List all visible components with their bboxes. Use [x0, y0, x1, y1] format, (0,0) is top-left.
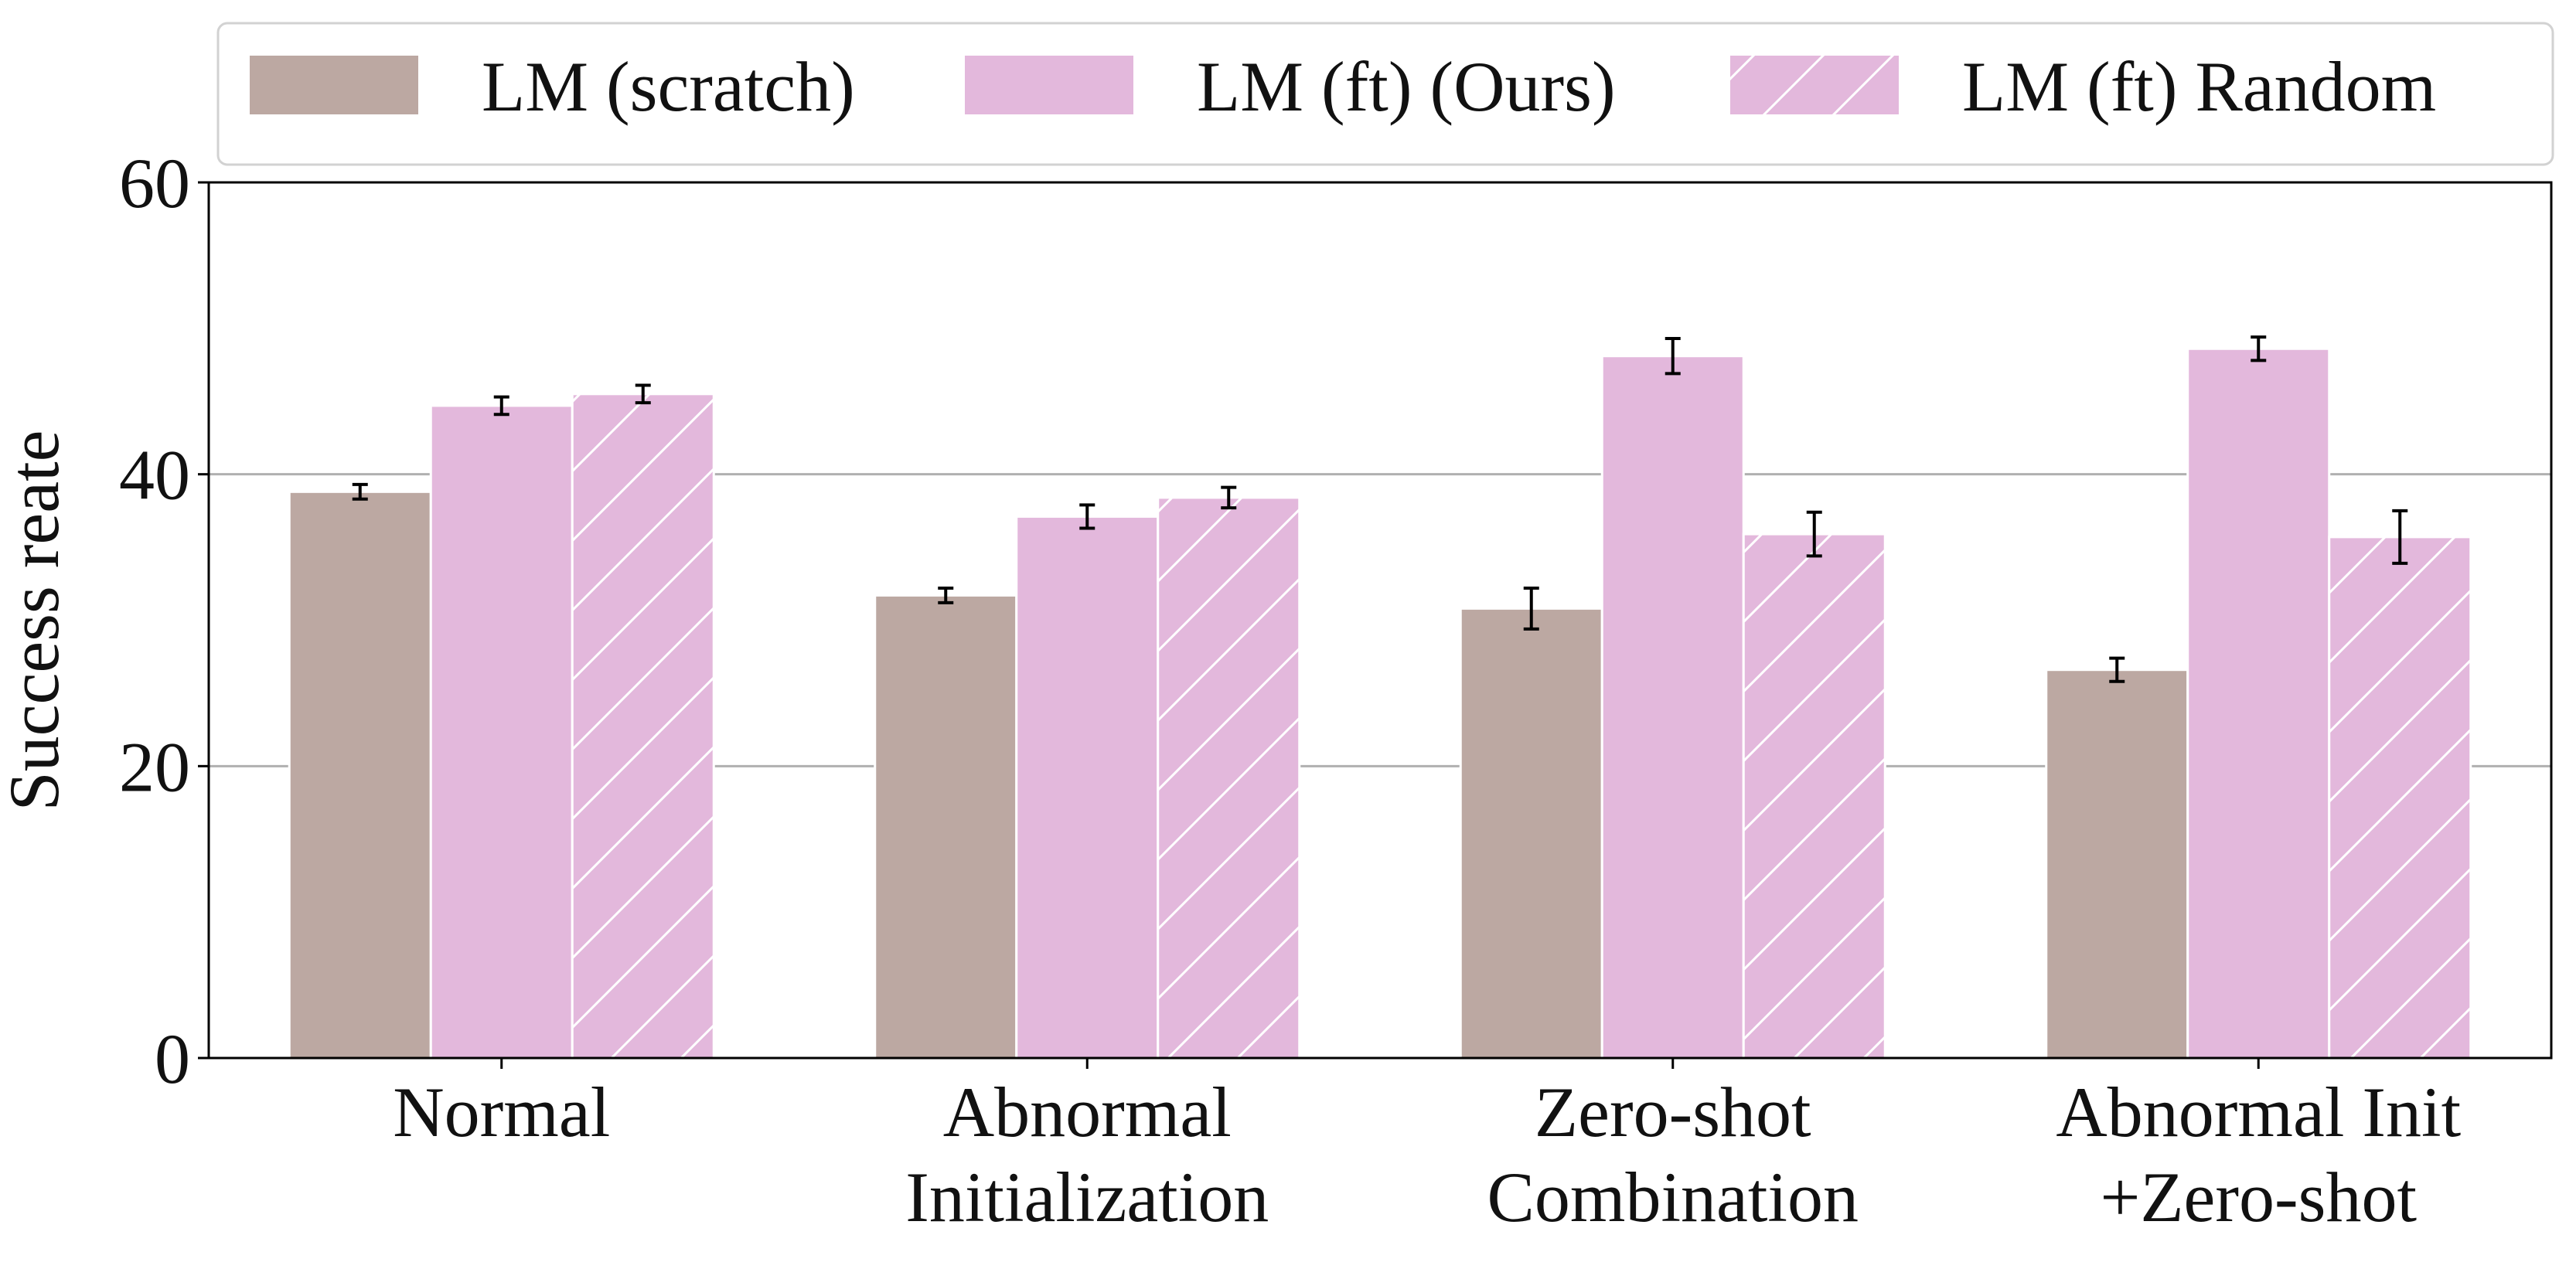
bars: [288, 347, 2472, 1060]
error-bar: [938, 586, 954, 604]
x-category-label: Initialization: [905, 1158, 1269, 1237]
error-bar: [1806, 510, 1822, 558]
y-axis-ticks: 0 20 40 60: [119, 144, 209, 1098]
bar: [288, 490, 432, 1060]
y-tick-label: 40: [119, 436, 190, 515]
plot-frame: [207, 181, 2553, 1060]
bar: [2045, 669, 2189, 1060]
bar-hatch: [1157, 497, 1300, 1058]
error-bar: [2251, 335, 2267, 362]
error-bar: [1079, 503, 1095, 530]
bar: [2186, 347, 2331, 1060]
error-bars: [352, 335, 2408, 683]
legend-swatch-hatch: [1730, 56, 1899, 114]
legend-frame: [216, 22, 2554, 166]
error-bar: [2392, 509, 2408, 565]
error-bar: [1665, 337, 1681, 376]
y-tick-label: 20: [119, 727, 190, 806]
legend-item: LM (scratch): [250, 47, 855, 126]
y-tick-label: 60: [119, 144, 190, 223]
bar-hatch: [1743, 534, 1886, 1058]
legend-item: LM (ft) Random: [1730, 47, 2436, 126]
legend-swatch: [250, 56, 418, 114]
x-category-label: +Zero-shot: [2100, 1158, 2417, 1237]
y-tick-label: 0: [155, 1019, 190, 1098]
x-category-label: Normal: [393, 1073, 610, 1152]
legend-label: LM (scratch): [482, 47, 855, 126]
legend-swatch: [965, 56, 1133, 114]
legend-label: LM (ft) Random: [1962, 47, 2436, 126]
bar: [429, 404, 574, 1060]
legend: LM (scratch) LM (ft) (Ours) LM (ft) Random: [216, 22, 2554, 166]
x-category-label: Abnormal: [943, 1073, 1232, 1152]
error-bar: [1221, 485, 1237, 510]
legend-label: LM (ft) (Ours): [1197, 47, 1616, 126]
error-bar: [635, 383, 651, 405]
x-category-label: Combination: [1487, 1158, 1859, 1237]
y-axis-title: Success reate: [0, 430, 73, 811]
error-bar: [1523, 586, 1539, 631]
bar: [874, 594, 1018, 1060]
bar: [1015, 515, 1160, 1060]
bar: [1459, 607, 1603, 1060]
x-category-label: Zero-shot: [1535, 1073, 1811, 1152]
bar: [1600, 355, 1745, 1060]
error-bar: [493, 395, 509, 417]
legend-item: LM (ft) (Ours): [965, 47, 1616, 126]
error-bar: [2109, 656, 2125, 683]
x-category-label: Abnormal Init: [2056, 1073, 2461, 1152]
error-bar: [352, 482, 368, 501]
bar-hatch: [2329, 536, 2471, 1058]
bar-hatch: [572, 393, 714, 1058]
